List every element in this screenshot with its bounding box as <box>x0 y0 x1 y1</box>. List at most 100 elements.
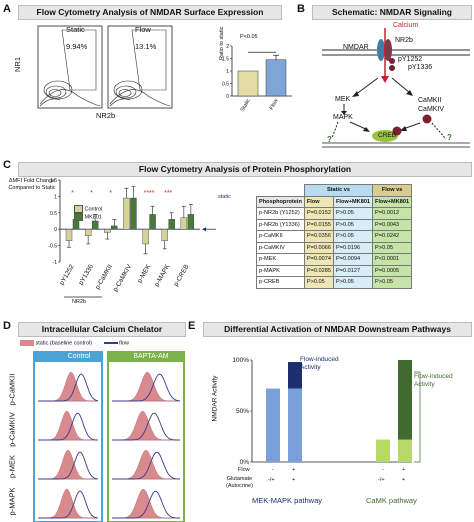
bapta-column-header: BAPTA-AM <box>133 353 169 360</box>
camk-bracket <box>414 371 421 463</box>
static-legend-label: static (baseline control) <box>35 340 93 347</box>
flow-percentage: 13.1% <box>135 42 157 51</box>
panel-c-star: *** <box>164 190 172 197</box>
glutamate-line2: (Autocrine) <box>226 483 253 489</box>
panel-a-tick-label: 0.5 <box>222 82 229 88</box>
cell-flow-vs: P>0.05 <box>372 241 413 254</box>
panel-c-tick-label: 1.5 <box>50 178 57 184</box>
panel-c-y-axis-label: ΔMFI Fold Change Compared to Static <box>6 178 58 192</box>
static-reference-label: static <box>218 194 231 200</box>
panel-a-tick-label: 1.5 <box>222 57 229 63</box>
panel-a-category-label: Flow <box>269 98 280 111</box>
annotation-mek: Flow-induced Activity <box>300 356 339 372</box>
flow-sign-2: + <box>292 467 296 473</box>
question-mark-right: ? <box>447 133 452 142</box>
cell-mk801: P=0.0196 <box>332 241 374 254</box>
panel-d-title: Intracellular Calcium Chelator <box>18 322 186 337</box>
table-row: p-NR2b (Y1336) P=0.0155 P>0.05 P=0.0043 <box>256 218 413 231</box>
flow-histogram <box>112 373 181 402</box>
cell-flow: P=0.0152 <box>303 207 335 220</box>
glut-sign-3: -/+ <box>378 477 385 483</box>
panel-c-star: * <box>71 190 74 197</box>
flow-histogram <box>38 412 99 441</box>
annotation-camk: Flow-induced Activity <box>414 373 453 389</box>
annotation-mek-line2: Activity <box>300 364 321 371</box>
pathway-camk-label: CaMK pathway <box>366 496 417 505</box>
panel-d-letter: D <box>3 320 11 332</box>
panel-a-letter: A <box>3 3 11 15</box>
flow-histogram <box>112 490 180 519</box>
legend-control-swatch <box>74 205 83 213</box>
static-arrow-head <box>202 227 206 232</box>
flow-sign-3: - <box>382 467 384 473</box>
panel-d-legend: static (baseline control) flow <box>20 340 129 346</box>
panel-a-bar <box>237 70 259 97</box>
table-row: p-CaMKIV P=0.0066 P=0.0196 P>0.05 <box>256 241 413 254</box>
cell-flow-vs: P=0.0012 <box>372 207 413 220</box>
panel-e-tick-label: 50% <box>236 408 249 415</box>
question-mark-left: ? <box>327 135 332 144</box>
panel-e-title: Differential Activation of NMDAR Downstr… <box>203 322 472 337</box>
static-percentage: 9.94% <box>66 42 88 51</box>
legend-control: Control <box>74 205 102 213</box>
header-static-vs: Static vs <box>303 184 374 197</box>
panel-e-letter: E <box>188 320 196 332</box>
cell-flow-vs: P>0.05 <box>372 276 413 289</box>
cell-name: p-NR2b (Y1336) <box>256 218 305 231</box>
panel-d-header-bapta <box>108 352 184 362</box>
py1252-label: pY1252 <box>398 56 423 63</box>
legend-mk801: MK801 <box>74 213 102 222</box>
glutamate-row-label: Glutamate (Autocrine) <box>226 476 253 490</box>
cell-flow-vs: P=0.0242 <box>372 230 413 243</box>
legend-mk801-label: MK801 <box>84 214 102 221</box>
col-flow-mk801-2: Flow+MK801 <box>372 195 413 208</box>
cell-flow-vs: P=0.0043 <box>372 218 413 231</box>
table-row: p-CREB P>0.05 P>0.05 P>0.05 <box>256 276 413 289</box>
mek-label: MEK <box>335 96 351 103</box>
flow-histogram <box>112 412 180 441</box>
nmdar-label: NMDAR <box>343 44 369 51</box>
static-plot-label: Static <box>66 25 85 34</box>
nr2b-group-label: NR2b <box>72 299 87 305</box>
flow-histogram <box>112 451 181 480</box>
panel-e-tick-label: 0% <box>240 459 250 466</box>
panel-c-letter: C <box>3 159 11 171</box>
legend-mk801-swatch <box>74 213 83 222</box>
annotation-camk-line1: Flow-induced <box>414 373 453 380</box>
cell-flow: P=0.0356 <box>303 230 335 243</box>
cell-mk801: P>0.05 <box>332 218 374 231</box>
panel-e-bar-base <box>398 439 412 462</box>
panel-e-bar-base <box>376 439 390 462</box>
legend-control-label: Control <box>84 206 103 213</box>
panel-e-bar-flow-induced <box>398 360 412 440</box>
panel-b-title: Schematic: NMDAR Signaling <box>312 5 472 20</box>
cell-flow: P=0.0066 <box>303 241 335 254</box>
flow-row-label: Flow <box>238 467 250 473</box>
table-row: p-NR2b (Y1252) P=0.0152 P>0.05 P=0.0012 <box>256 207 413 220</box>
cell-name: p-NR2b (Y1252) <box>256 207 305 220</box>
panel-c-star: * <box>90 190 93 197</box>
panel-c-title: Flow Cytometry Analysis of Protein Phosp… <box>18 162 472 177</box>
panel-e-bar-base <box>266 388 280 462</box>
flow-histogram <box>38 490 99 519</box>
table-row: p-MEK P=0.0074 P=0.0094 P<0.0001 <box>256 253 413 266</box>
panel-e-bar-base <box>288 388 302 462</box>
cell-mk801: P>0.05 <box>332 230 374 243</box>
panel-c-tick-label: -1 <box>53 260 58 266</box>
flow-sign-1: - <box>272 467 274 473</box>
cell-flow: P=0.0155 <box>303 218 335 231</box>
py1336-label: pY1336 <box>408 64 433 71</box>
panel-c-tick-label: -0.5 <box>48 244 57 250</box>
calcium-label: Calcium <box>393 22 419 29</box>
cell-flow: P>0.05 <box>303 276 335 289</box>
panel-c-y-axis-line2: Compared to Static <box>8 185 56 191</box>
annotation-mek-line1: Flow-induced <box>300 356 339 363</box>
table-row: p-CaMKII P=0.0356 P>0.05 P=0.0242 <box>256 230 413 243</box>
panel-a-title: Flow Cytometry Analysis of NMDAR Surface… <box>18 5 282 20</box>
panel-d-frame-bapta <box>107 351 185 522</box>
glutamate-line1: Glutamate <box>226 476 253 482</box>
panel-a-tick-label: 2 <box>226 44 229 50</box>
